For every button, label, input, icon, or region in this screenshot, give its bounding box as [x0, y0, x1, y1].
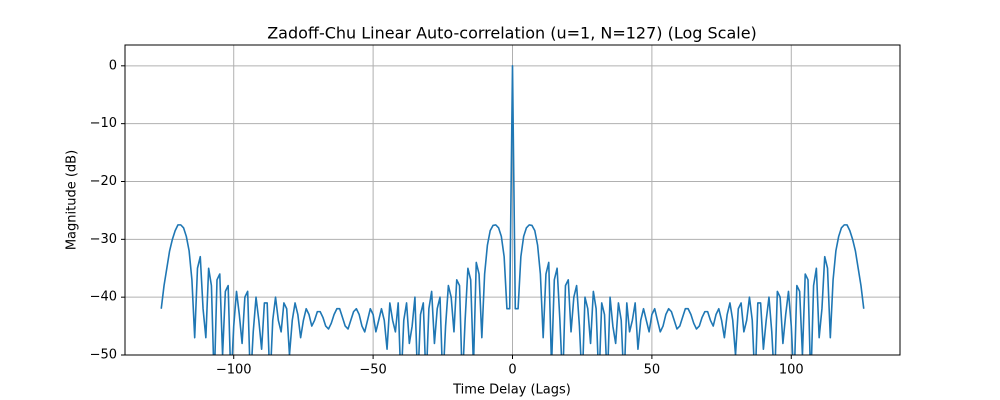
y-tick-label: −30 [90, 232, 117, 247]
data-line [160, 65, 865, 355]
y-tick-label: −40 [90, 290, 117, 305]
y-tick-label: −20 [90, 174, 117, 189]
x-tick-label: −50 [359, 363, 386, 378]
tick-layer: −100 −50 0 50 100 0 −10 −20 −30 −40 −50 [90, 58, 804, 377]
x-tick-label: 100 [779, 363, 804, 378]
chart-title: Zadoff-Chu Linear Auto-correlation (u=1,… [267, 24, 757, 43]
x-tick-label: −100 [216, 363, 252, 378]
y-tick-label: −50 [90, 348, 117, 363]
x-tick-label: 0 [508, 363, 516, 378]
x-axis-label: Time Delay (Lags) [452, 383, 571, 398]
x-tick-label: 50 [644, 363, 661, 378]
y-axis-label: Magnitude (dB) [65, 150, 80, 250]
line-layer [160, 65, 865, 355]
y-tick-label: 0 [109, 58, 117, 73]
y-tick-label: −10 [90, 116, 117, 131]
